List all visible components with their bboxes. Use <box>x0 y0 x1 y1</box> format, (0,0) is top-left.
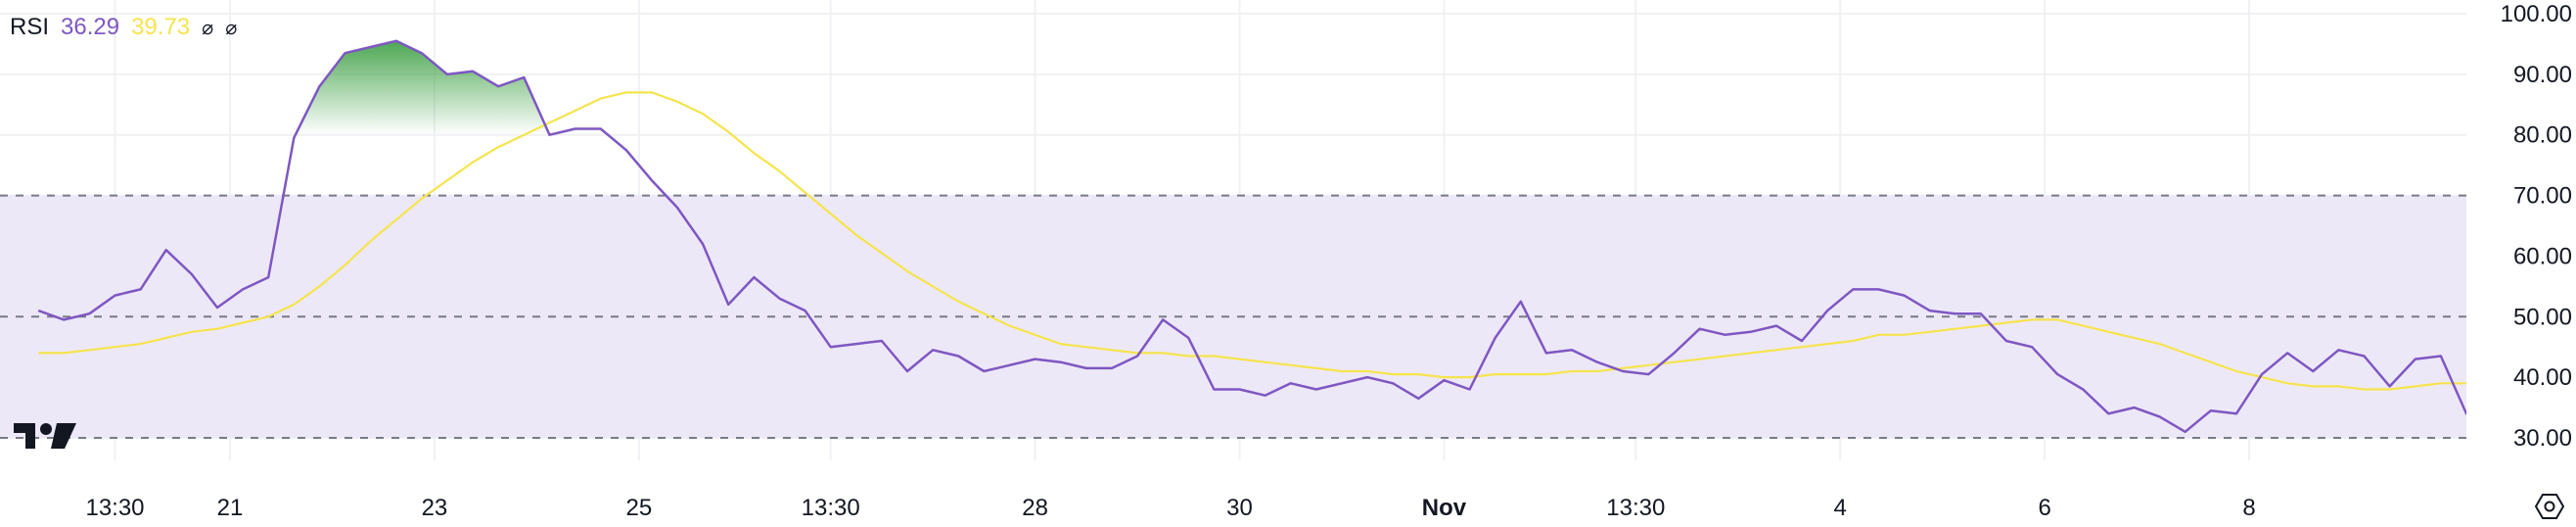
indicator-name[interactable]: RSI <box>10 14 50 40</box>
ma-value: 39.73 <box>131 14 191 40</box>
circle-slash-icon[interactable]: ⌀ <box>202 17 214 39</box>
overbought-fill <box>38 40 2466 135</box>
x-tick-label: 13:30 <box>802 495 860 521</box>
rsi-bands <box>0 194 2466 439</box>
y-tick-label: 80.00 <box>2513 122 2572 149</box>
x-tick-label: 13:30 <box>1606 495 1665 521</box>
overbought-gradient-fill <box>38 40 2466 135</box>
tradingview-logo[interactable] <box>14 419 76 453</box>
x-tick-label: 21 <box>217 495 244 521</box>
x-tick-label: Nov <box>1422 495 1467 521</box>
y-tick-label: 70.00 <box>2513 183 2572 210</box>
series-layer <box>37 39 2466 434</box>
indicator-legend: RSI 36.29 39.73 ⌀ ⌀ <box>10 10 237 45</box>
price-axis[interactable]: 100.00 90.00 80.00 70.00 60.00 50.00 40.00 30.0… <box>2501 1 2572 452</box>
x-tick-label: 28 <box>1022 495 1048 521</box>
time-axis[interactable]: 13:30 21 23 25 13:30 28 30 Nov 13:30 4 6 8 <box>85 495 2255 521</box>
y-tick-label: 40.00 <box>2513 364 2572 391</box>
y-tick-label: 100.00 <box>2501 1 2572 27</box>
settings-icon[interactable] <box>2535 492 2564 521</box>
y-tick-label: 30.00 <box>2513 425 2572 452</box>
y-tick-label: 50.00 <box>2513 304 2572 330</box>
circle-slash-icon[interactable]: ⌀ <box>225 17 238 39</box>
rsi-value: 36.29 <box>61 14 120 40</box>
x-tick-label: 25 <box>625 495 652 521</box>
rsi-ma-line <box>38 91 2466 391</box>
x-tick-label: 13:30 <box>85 495 144 521</box>
x-tick-label: 6 <box>2038 495 2050 521</box>
x-tick-label: 4 <box>1834 495 1847 521</box>
y-tick-label: 60.00 <box>2513 243 2572 269</box>
y-tick-label: 90.00 <box>2513 62 2572 88</box>
x-tick-label: 8 <box>2242 495 2255 521</box>
x-tick-label: 30 <box>1226 495 1253 521</box>
x-tick-label: 23 <box>422 495 448 521</box>
rsi-line <box>37 39 2466 434</box>
